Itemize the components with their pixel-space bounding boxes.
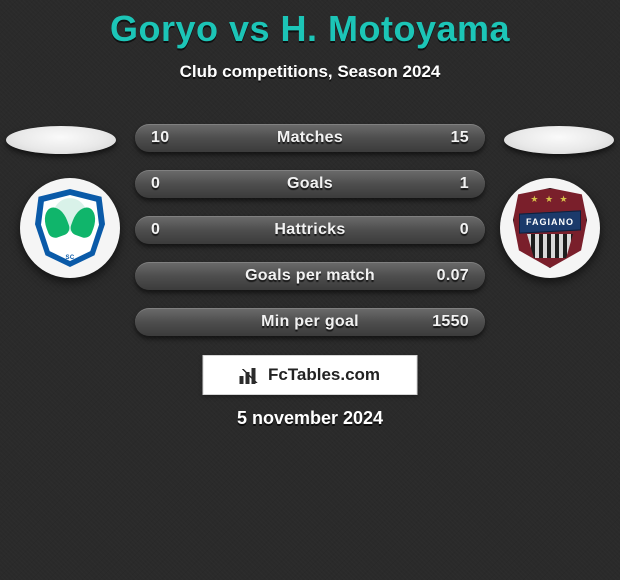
club-crest-right: ★ ★ ★ FAGIANO xyxy=(513,188,587,268)
club-badge-right: ★ ★ ★ FAGIANO xyxy=(500,178,600,278)
stat-label: Matches xyxy=(135,129,485,147)
brand-text: FcTables.com xyxy=(268,365,380,385)
crest-right-stars: ★ ★ ★ xyxy=(513,194,587,205)
right-ellipse xyxy=(504,126,614,154)
stat-row-matches: 10 Matches 15 xyxy=(135,124,485,152)
page-title: Goryo vs H. Motoyama xyxy=(0,8,620,50)
date-text: 5 november 2024 xyxy=(0,408,620,429)
stat-row-goals: 0 Goals 1 xyxy=(135,170,485,198)
stat-label: Min per goal xyxy=(135,313,485,331)
stat-label: Goals per match xyxy=(135,267,485,285)
club-crest-left: SC xyxy=(35,189,105,267)
left-ellipse xyxy=(6,126,116,154)
club-badge-left: SC xyxy=(20,178,120,278)
stat-label: Goals xyxy=(135,175,485,193)
stat-row-goals-per-match: Goals per match 0.07 xyxy=(135,262,485,290)
stat-rows: 10 Matches 15 0 Goals 1 0 Hattricks 0 Go… xyxy=(135,124,485,336)
page-subtitle: Club competitions, Season 2024 xyxy=(0,62,620,82)
stat-label: Hattricks xyxy=(135,221,485,239)
crest-right-band-text: FAGIANO xyxy=(526,217,574,227)
stat-row-min-per-goal: Min per goal 1550 xyxy=(135,308,485,336)
brand-box[interactable]: FcTables.com xyxy=(203,355,418,395)
stat-row-hattricks: 0 Hattricks 0 xyxy=(135,216,485,244)
comparison-card: Goryo vs H. Motoyama Club competitions, … xyxy=(0,0,620,580)
crest-left-text: SC xyxy=(35,255,105,261)
bar-chart-icon xyxy=(240,366,262,384)
